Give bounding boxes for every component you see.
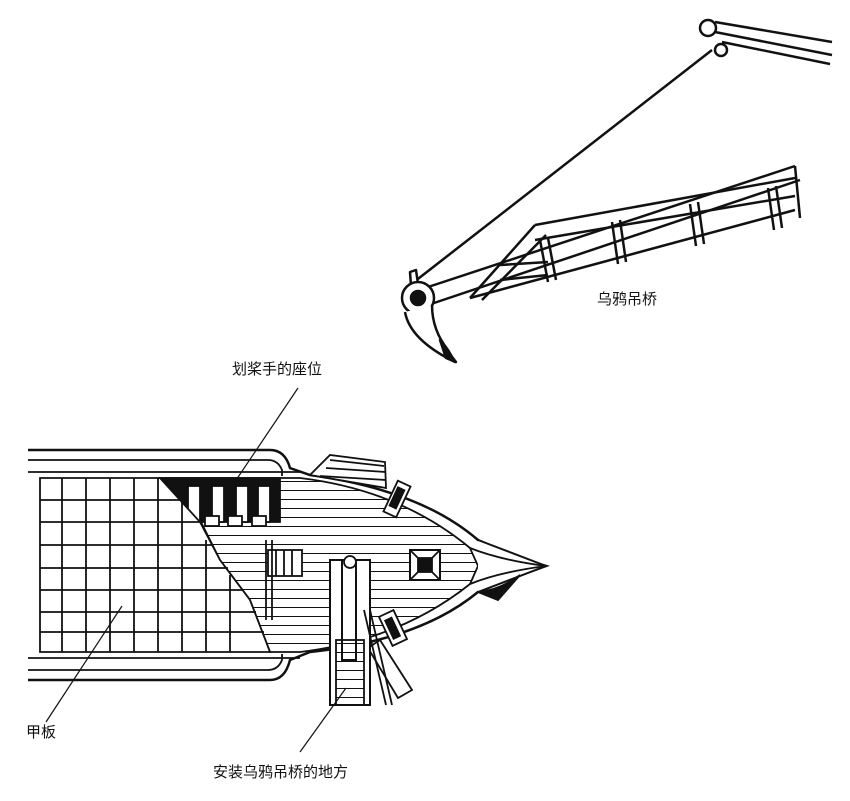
bridge-deck	[424, 164, 802, 307]
label-rowers-seats: 划桨手的座位	[232, 360, 323, 378]
leader-corvus-mount	[299, 687, 347, 753]
deck-tiles	[39, 477, 272, 653]
hoist-rope	[413, 49, 713, 283]
leader-lines	[45, 387, 347, 753]
bow-fittings	[308, 454, 414, 700]
label-deck: 甲板	[26, 723, 57, 741]
bridge-spike	[400, 268, 458, 364]
corvus-bridge-drawing	[400, 18, 833, 364]
ship-plan-drawing	[28, 448, 551, 706]
leader-rowers-seats	[225, 387, 299, 496]
corvus-mount-gangway	[329, 555, 393, 706]
deck-hatches	[265, 540, 441, 620]
leader-deck	[45, 605, 123, 723]
label-corvus-mount: 安装乌鸦吊桥的地方	[213, 763, 349, 781]
mast-beam	[698, 18, 833, 66]
label-corvus-bridge: 乌鸦吊桥	[597, 290, 658, 308]
